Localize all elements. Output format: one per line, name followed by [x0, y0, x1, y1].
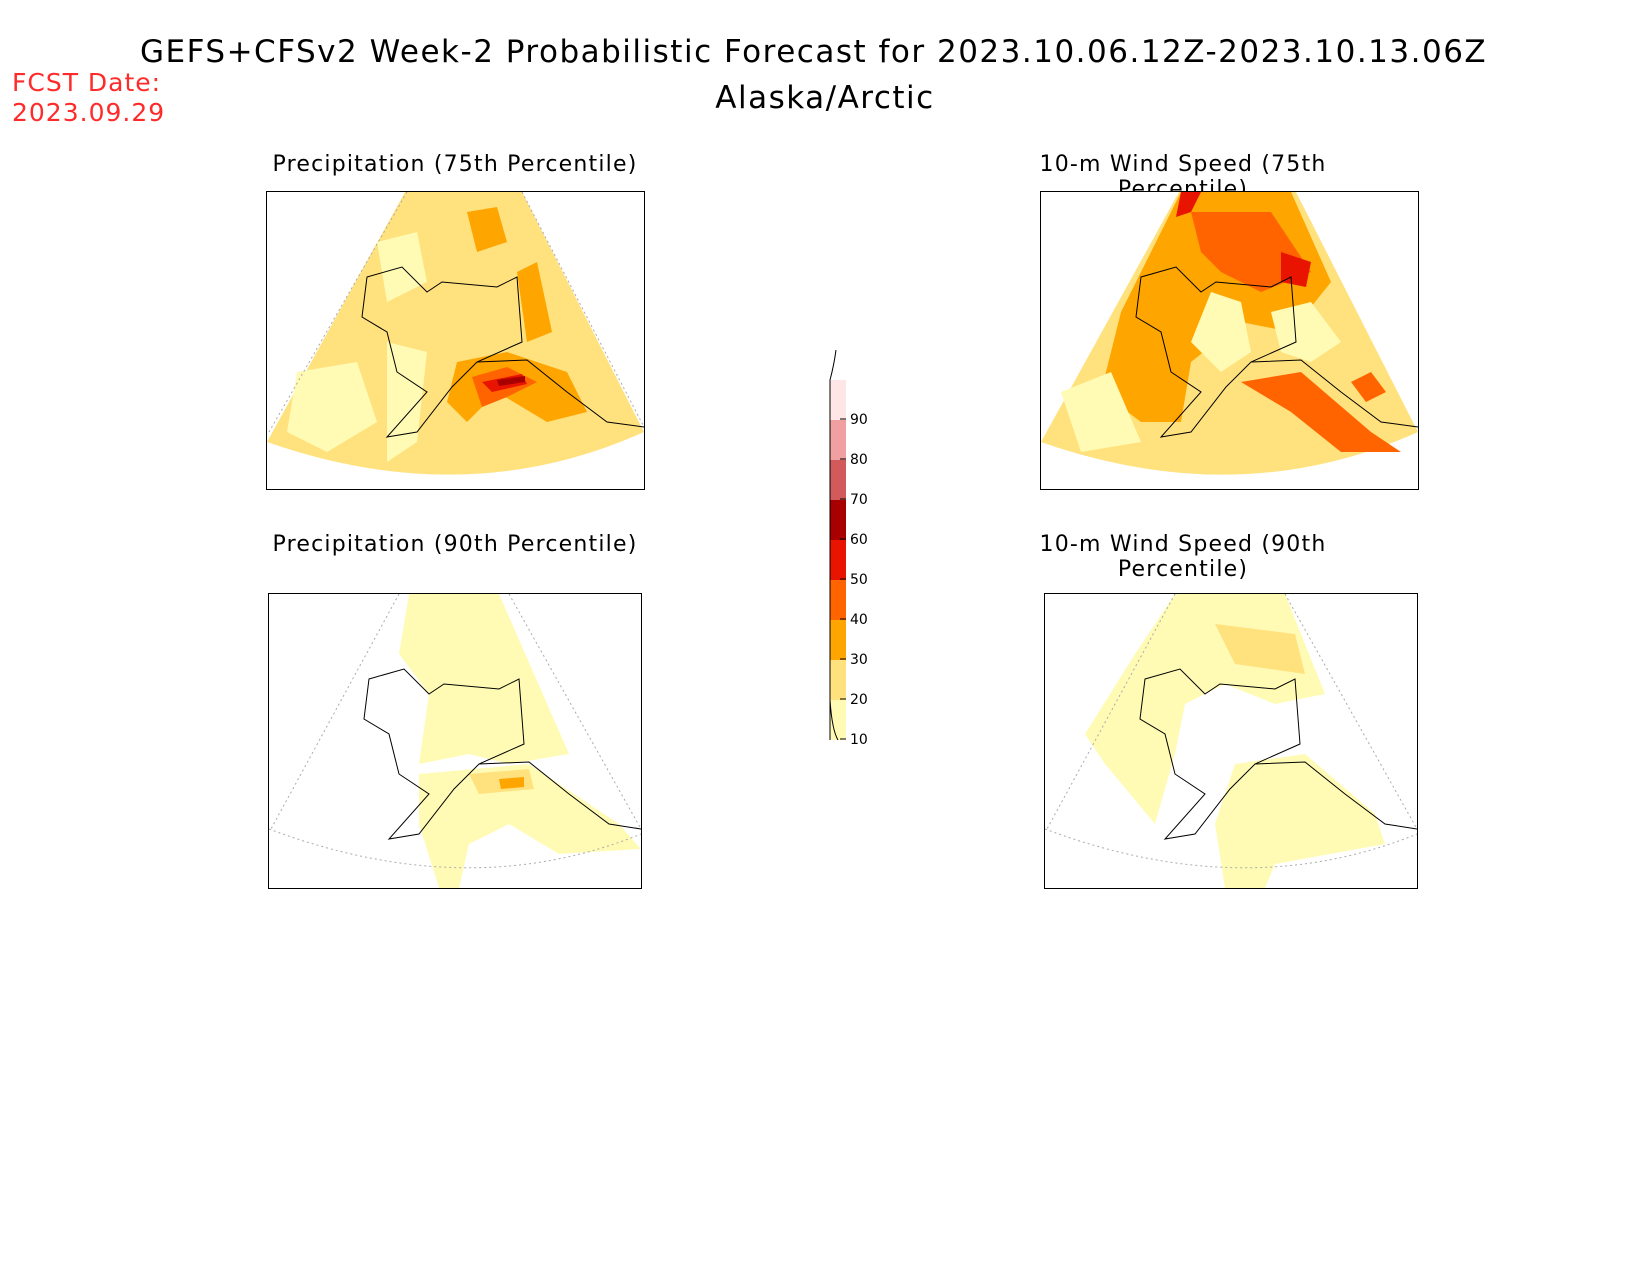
colorbar-top-end — [829, 349, 837, 381]
region-subtitle: Alaska/Arctic — [715, 80, 935, 116]
colorbar-swatch — [830, 660, 846, 700]
colorbar-swatch — [830, 620, 846, 660]
panel-title-precip-75: Precipitation (75th Percentile) — [272, 152, 638, 177]
colorbar-bottom-end — [829, 699, 839, 741]
forecast-date-label: FCST Date: 2023.09.29 — [12, 68, 165, 128]
panel-title-wind-90: 10-m Wind Speed (90th Percentile) — [1039, 532, 1327, 582]
colorbar-swatch — [830, 580, 846, 620]
colorbar-tick-label: 50 — [850, 572, 868, 588]
panel-title-precip-90: Precipitation (90th Percentile) — [272, 532, 638, 557]
colorbar-swatch — [830, 540, 846, 580]
colorbar-tick-label: 20 — [850, 692, 868, 708]
map-precip-90 — [268, 593, 642, 889]
colorbar-swatch — [830, 500, 846, 540]
colorbar-tick-label: 30 — [850, 652, 868, 668]
colorbar-svg: 10 20 30 40 50 60 70 80 90 — [829, 349, 868, 748]
colorbar-tick-label: 80 — [850, 452, 868, 468]
colorbar: 10 20 30 40 50 60 70 80 90 — [820, 335, 900, 749]
colorbar-tick-label: 40 — [850, 612, 868, 628]
colorbar-swatch — [830, 460, 846, 500]
colorbar-tick-label: 10 — [850, 732, 868, 745]
main-title: GEFS+CFSv2 Week-2 Probabilistic Forecast… — [140, 34, 1488, 70]
fcst-label: FCST Date: — [12, 68, 162, 97]
colorbar-tick-label: 60 — [850, 532, 868, 548]
colorbar-tick-label: 90 — [850, 412, 868, 428]
map-wind-90 — [1044, 593, 1418, 889]
panel-title-wind-75: 10-m Wind Speed (75th Percentile) — [1039, 152, 1327, 202]
colorbar-tick-label: 70 — [850, 492, 868, 508]
colorbar-swatch — [830, 420, 846, 460]
fcst-date: 2023.09.29 — [12, 98, 166, 127]
colorbar-swatch — [830, 380, 846, 420]
map-precip-75 — [266, 191, 645, 490]
map-wind-75 — [1040, 191, 1419, 490]
